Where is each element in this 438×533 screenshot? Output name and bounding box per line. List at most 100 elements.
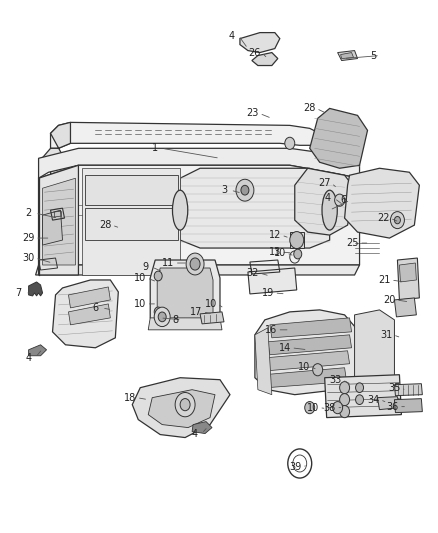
Text: 5: 5 [371, 51, 377, 61]
Polygon shape [180, 168, 330, 248]
Circle shape [154, 307, 170, 327]
Text: 22: 22 [377, 213, 390, 223]
Text: 23: 23 [247, 108, 259, 118]
Polygon shape [268, 335, 352, 355]
Circle shape [395, 216, 400, 224]
Polygon shape [397, 258, 419, 300]
Text: 32: 32 [247, 268, 259, 278]
Text: 34: 34 [367, 394, 380, 405]
Polygon shape [399, 263, 417, 282]
Ellipse shape [322, 190, 337, 230]
Text: 31: 31 [380, 330, 392, 340]
Polygon shape [68, 304, 110, 325]
Text: 4: 4 [325, 193, 331, 203]
Circle shape [241, 185, 249, 195]
Text: 7: 7 [15, 288, 22, 298]
Text: 25: 25 [346, 238, 359, 248]
Polygon shape [345, 168, 419, 238]
Polygon shape [39, 148, 360, 178]
Text: 33: 33 [329, 375, 342, 385]
Polygon shape [248, 268, 297, 294]
Polygon shape [39, 165, 360, 265]
Text: 21: 21 [378, 275, 391, 285]
Text: 35: 35 [388, 383, 401, 393]
Polygon shape [395, 384, 422, 395]
Polygon shape [85, 175, 178, 205]
Text: 6: 6 [92, 303, 99, 313]
Polygon shape [68, 287, 110, 308]
Polygon shape [53, 280, 118, 348]
Text: 10: 10 [307, 402, 319, 413]
Text: 29: 29 [22, 233, 35, 243]
Polygon shape [264, 368, 346, 387]
Text: 30: 30 [22, 253, 35, 263]
Polygon shape [290, 232, 304, 248]
Polygon shape [82, 168, 180, 275]
Circle shape [305, 401, 314, 414]
Polygon shape [148, 318, 222, 330]
Polygon shape [39, 123, 75, 175]
Circle shape [294, 249, 302, 259]
Circle shape [285, 138, 295, 149]
Text: 27: 27 [318, 178, 331, 188]
Text: 17: 17 [190, 307, 202, 317]
Polygon shape [157, 268, 213, 322]
Circle shape [335, 194, 345, 206]
Polygon shape [240, 33, 280, 53]
Text: 20: 20 [383, 295, 396, 305]
Text: 10: 10 [274, 248, 286, 258]
Polygon shape [42, 210, 63, 245]
Text: 26: 26 [249, 47, 261, 58]
Text: 6: 6 [340, 195, 346, 205]
Text: 28: 28 [99, 220, 112, 230]
Polygon shape [35, 265, 360, 275]
Text: 11: 11 [162, 258, 174, 268]
Circle shape [180, 399, 190, 411]
Polygon shape [28, 282, 42, 296]
Circle shape [356, 395, 364, 405]
Circle shape [390, 212, 404, 229]
Polygon shape [266, 351, 350, 371]
Polygon shape [338, 51, 357, 61]
Polygon shape [39, 165, 78, 275]
Polygon shape [85, 208, 178, 240]
Text: 28: 28 [304, 103, 316, 114]
Circle shape [339, 393, 350, 406]
Text: 18: 18 [124, 393, 136, 402]
Text: 10: 10 [297, 362, 310, 372]
Circle shape [154, 271, 162, 281]
Polygon shape [378, 397, 399, 410]
Text: 13: 13 [268, 247, 281, 257]
Polygon shape [255, 310, 357, 394]
Text: 1: 1 [152, 143, 158, 154]
Circle shape [175, 392, 195, 417]
Polygon shape [42, 178, 75, 265]
Polygon shape [355, 310, 395, 387]
Circle shape [290, 231, 304, 248]
Text: 14: 14 [279, 343, 291, 353]
Polygon shape [395, 399, 422, 413]
Polygon shape [50, 123, 320, 148]
Polygon shape [28, 345, 46, 356]
Circle shape [190, 258, 200, 270]
Polygon shape [325, 375, 401, 417]
Circle shape [154, 307, 162, 317]
Text: 4: 4 [25, 353, 32, 363]
Text: 19: 19 [262, 288, 274, 298]
Polygon shape [150, 260, 220, 328]
Text: 2: 2 [25, 208, 32, 218]
Text: 3: 3 [221, 185, 227, 195]
Polygon shape [148, 390, 215, 427]
Text: 10: 10 [134, 273, 146, 283]
Text: 9: 9 [142, 262, 148, 272]
Polygon shape [252, 53, 278, 66]
Text: 4: 4 [229, 30, 235, 41]
Circle shape [356, 383, 364, 392]
Polygon shape [132, 378, 230, 438]
Text: 16: 16 [265, 325, 277, 335]
Text: 4: 4 [192, 429, 198, 439]
Circle shape [186, 253, 204, 275]
Text: 39: 39 [290, 463, 302, 472]
Polygon shape [395, 298, 417, 317]
Polygon shape [200, 312, 224, 324]
